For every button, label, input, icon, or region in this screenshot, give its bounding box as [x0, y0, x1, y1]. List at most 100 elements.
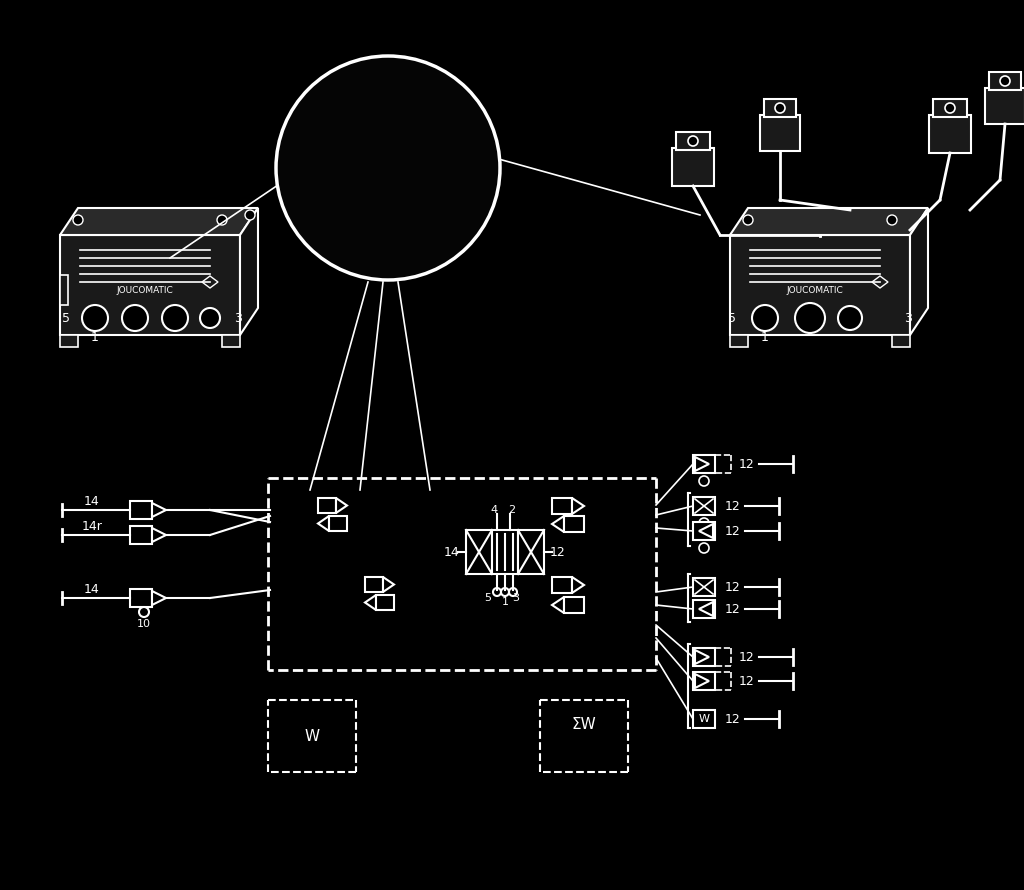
Text: ΣW: ΣW — [571, 716, 596, 732]
Circle shape — [501, 588, 509, 596]
Bar — [130, 589, 152, 607]
Text: 1: 1 — [761, 330, 769, 344]
Polygon shape — [699, 602, 713, 616]
Text: 12: 12 — [739, 457, 755, 471]
Circle shape — [945, 103, 955, 113]
Text: W: W — [698, 714, 710, 724]
Polygon shape — [152, 528, 166, 542]
Bar — [416, 130, 434, 158]
Text: 5: 5 — [484, 593, 492, 603]
Polygon shape — [365, 595, 376, 610]
Bar — [693, 497, 715, 515]
Text: 3: 3 — [904, 312, 912, 325]
Text: 3: 3 — [234, 312, 242, 325]
Bar — [329, 516, 347, 531]
Text: 12: 12 — [739, 675, 755, 687]
Bar — [760, 115, 800, 151]
Text: 12: 12 — [725, 580, 741, 594]
Text: 1: 1 — [91, 330, 99, 344]
Bar — [330, 130, 348, 158]
Bar — [564, 516, 584, 532]
Bar — [693, 600, 715, 618]
Polygon shape — [552, 597, 564, 613]
Polygon shape — [910, 208, 928, 335]
Bar — [730, 235, 910, 335]
Polygon shape — [318, 516, 329, 531]
Polygon shape — [572, 577, 584, 593]
Bar — [376, 595, 394, 610]
Bar — [466, 530, 492, 574]
Circle shape — [139, 607, 150, 617]
Bar — [552, 498, 572, 514]
Bar — [693, 522, 715, 540]
Bar — [764, 99, 796, 117]
Text: 2: 2 — [509, 505, 515, 515]
Bar — [222, 335, 240, 347]
Circle shape — [699, 543, 709, 553]
Polygon shape — [152, 591, 166, 605]
Text: 10: 10 — [137, 619, 151, 629]
Circle shape — [743, 215, 753, 225]
Text: 12: 12 — [739, 651, 755, 664]
Bar — [672, 148, 714, 186]
Bar — [989, 72, 1021, 90]
Bar — [130, 526, 152, 544]
Bar — [730, 335, 748, 347]
Polygon shape — [152, 503, 166, 517]
Bar — [492, 530, 518, 574]
Circle shape — [162, 305, 188, 331]
Polygon shape — [730, 208, 928, 235]
Text: 14: 14 — [84, 495, 100, 507]
Bar — [552, 577, 572, 593]
Text: 5: 5 — [62, 312, 70, 325]
Circle shape — [493, 588, 501, 596]
Circle shape — [752, 305, 778, 331]
Bar — [693, 578, 715, 596]
Circle shape — [775, 103, 785, 113]
Text: 14: 14 — [84, 582, 100, 595]
Circle shape — [1000, 76, 1010, 86]
Bar — [318, 498, 336, 513]
Text: 12: 12 — [725, 499, 741, 513]
Circle shape — [699, 476, 709, 486]
Circle shape — [245, 210, 255, 220]
Text: 12: 12 — [725, 603, 741, 616]
Polygon shape — [60, 208, 258, 235]
Circle shape — [200, 308, 220, 328]
Text: JOUCOMATIC: JOUCOMATIC — [117, 286, 173, 295]
Circle shape — [418, 166, 432, 180]
Bar — [564, 597, 584, 613]
Bar — [693, 710, 715, 728]
Polygon shape — [348, 130, 360, 158]
Polygon shape — [383, 577, 394, 592]
Circle shape — [795, 303, 825, 333]
Polygon shape — [695, 457, 709, 471]
Polygon shape — [572, 498, 584, 514]
Bar — [60, 235, 240, 335]
Bar — [693, 648, 715, 666]
Circle shape — [688, 136, 698, 146]
Bar — [892, 335, 910, 347]
Circle shape — [699, 518, 709, 528]
Polygon shape — [695, 650, 709, 664]
Circle shape — [217, 215, 227, 225]
Polygon shape — [695, 674, 709, 688]
Text: JOUCOMATIC: JOUCOMATIC — [786, 286, 844, 295]
Circle shape — [509, 588, 517, 596]
Bar — [60, 335, 78, 347]
Bar — [933, 99, 967, 117]
Polygon shape — [699, 524, 713, 538]
Bar — [518, 530, 544, 574]
Bar — [130, 501, 152, 519]
Bar — [929, 115, 971, 153]
Circle shape — [82, 305, 108, 331]
Polygon shape — [240, 208, 258, 335]
Bar — [693, 672, 715, 690]
Bar — [693, 455, 715, 473]
Text: 5: 5 — [728, 312, 736, 325]
Text: 12: 12 — [550, 546, 566, 559]
Text: 12: 12 — [725, 713, 741, 725]
Bar — [985, 88, 1024, 124]
Bar — [676, 132, 710, 150]
Text: 14: 14 — [444, 546, 460, 559]
